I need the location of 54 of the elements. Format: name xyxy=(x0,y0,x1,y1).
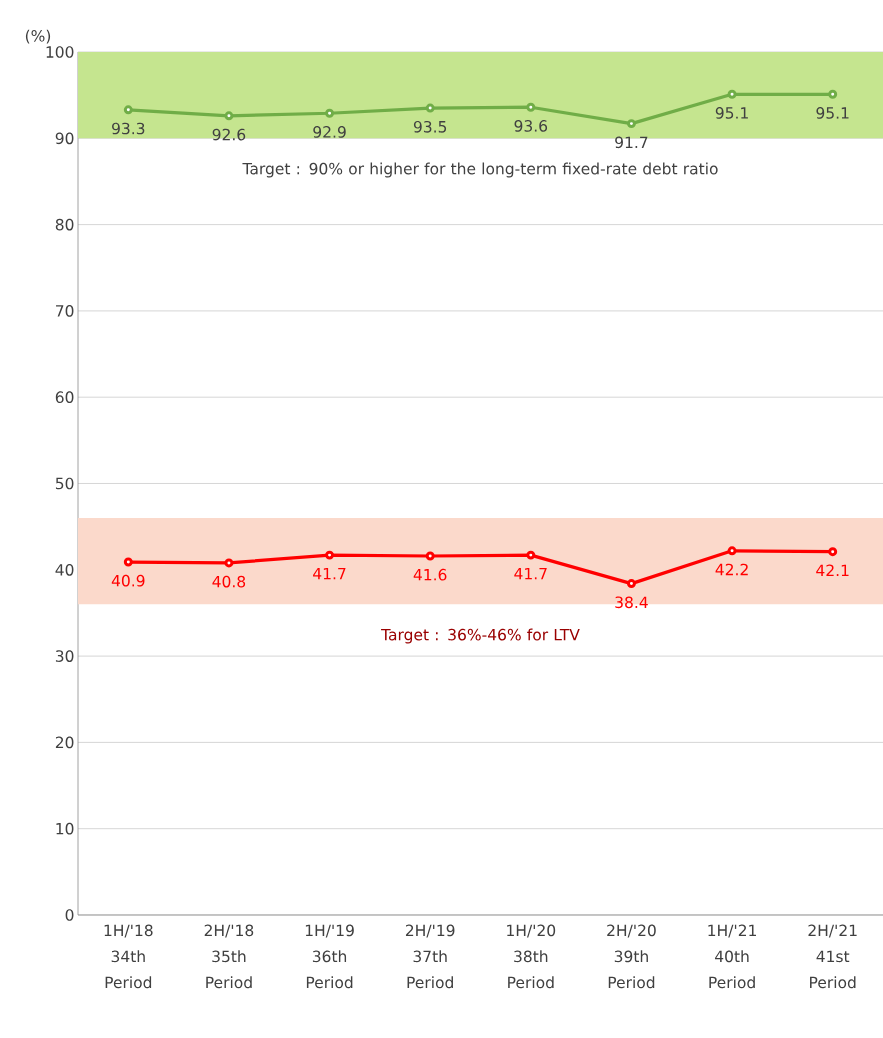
point xyxy=(425,103,435,113)
point xyxy=(325,550,335,560)
y-tick-label: 10 xyxy=(56,822,74,835)
data-label: 95.1 xyxy=(816,107,849,119)
data-label: 42.2 xyxy=(715,563,748,576)
point xyxy=(526,102,536,112)
data-label: 93.3 xyxy=(112,122,145,135)
y-tick-label: 80 xyxy=(55,218,74,231)
point xyxy=(828,89,838,99)
x-tick-label: 1H/'18 34th Period xyxy=(104,924,153,989)
data-label: 93.5 xyxy=(413,120,447,133)
point xyxy=(325,108,335,118)
y-tick-label: 50 xyxy=(55,477,74,490)
band-label: Target : 90% or higher for the long-term fixed-rate debt ratio xyxy=(242,162,718,178)
y-tick-label: 90 xyxy=(55,132,74,145)
y-tick-label: 100 xyxy=(46,46,74,58)
point xyxy=(123,557,133,567)
x-tick-label: 2H/'21 41st Period xyxy=(808,924,857,989)
data-label: 41.6 xyxy=(413,568,447,581)
data-label: 40.9 xyxy=(111,574,145,587)
point xyxy=(828,547,838,557)
y-tick-label: 30 xyxy=(55,650,74,662)
point xyxy=(727,546,737,556)
point xyxy=(526,550,536,560)
data-label: 92.9 xyxy=(313,126,346,138)
data-label: 42.1 xyxy=(816,564,849,576)
data-label: 91.7 xyxy=(615,136,648,149)
x-tick-label: 2H/'19 37th Period xyxy=(405,924,455,989)
x-tick-label: 1H/'21 40th Period xyxy=(708,924,756,989)
data-label: 41.7 xyxy=(313,567,346,580)
point xyxy=(626,579,636,589)
x-tick-label: 2H/'20 39th Period xyxy=(607,924,656,989)
point xyxy=(123,105,133,115)
point xyxy=(626,119,636,129)
data-label: 95.1 xyxy=(715,107,748,119)
x-tick-label: 1H/'19 36th Period xyxy=(305,924,354,989)
point xyxy=(224,558,234,568)
y-tick-label: 0 xyxy=(65,909,74,921)
data-label: 38.4 xyxy=(615,596,648,609)
point xyxy=(727,89,737,99)
band-label: Target : 36%-46% for LTV xyxy=(381,628,580,644)
x-tick-label: 1H/'20 38th Period xyxy=(507,924,556,989)
x-tick-label: 2H/'18 35th Period xyxy=(204,924,254,989)
data-label: 92.6 xyxy=(212,128,246,141)
y-axis-title: (%) xyxy=(25,29,51,44)
y-tick-label: 70 xyxy=(56,305,74,317)
data-label: 40.8 xyxy=(212,575,246,588)
data-label: 41.7 xyxy=(514,567,547,580)
y-tick-label: 60 xyxy=(55,391,74,404)
y-tick-label: 40 xyxy=(55,563,74,576)
data-label: 93.6 xyxy=(514,120,548,132)
y-tick-label: 20 xyxy=(55,736,74,749)
point xyxy=(224,111,234,121)
point xyxy=(425,551,435,561)
